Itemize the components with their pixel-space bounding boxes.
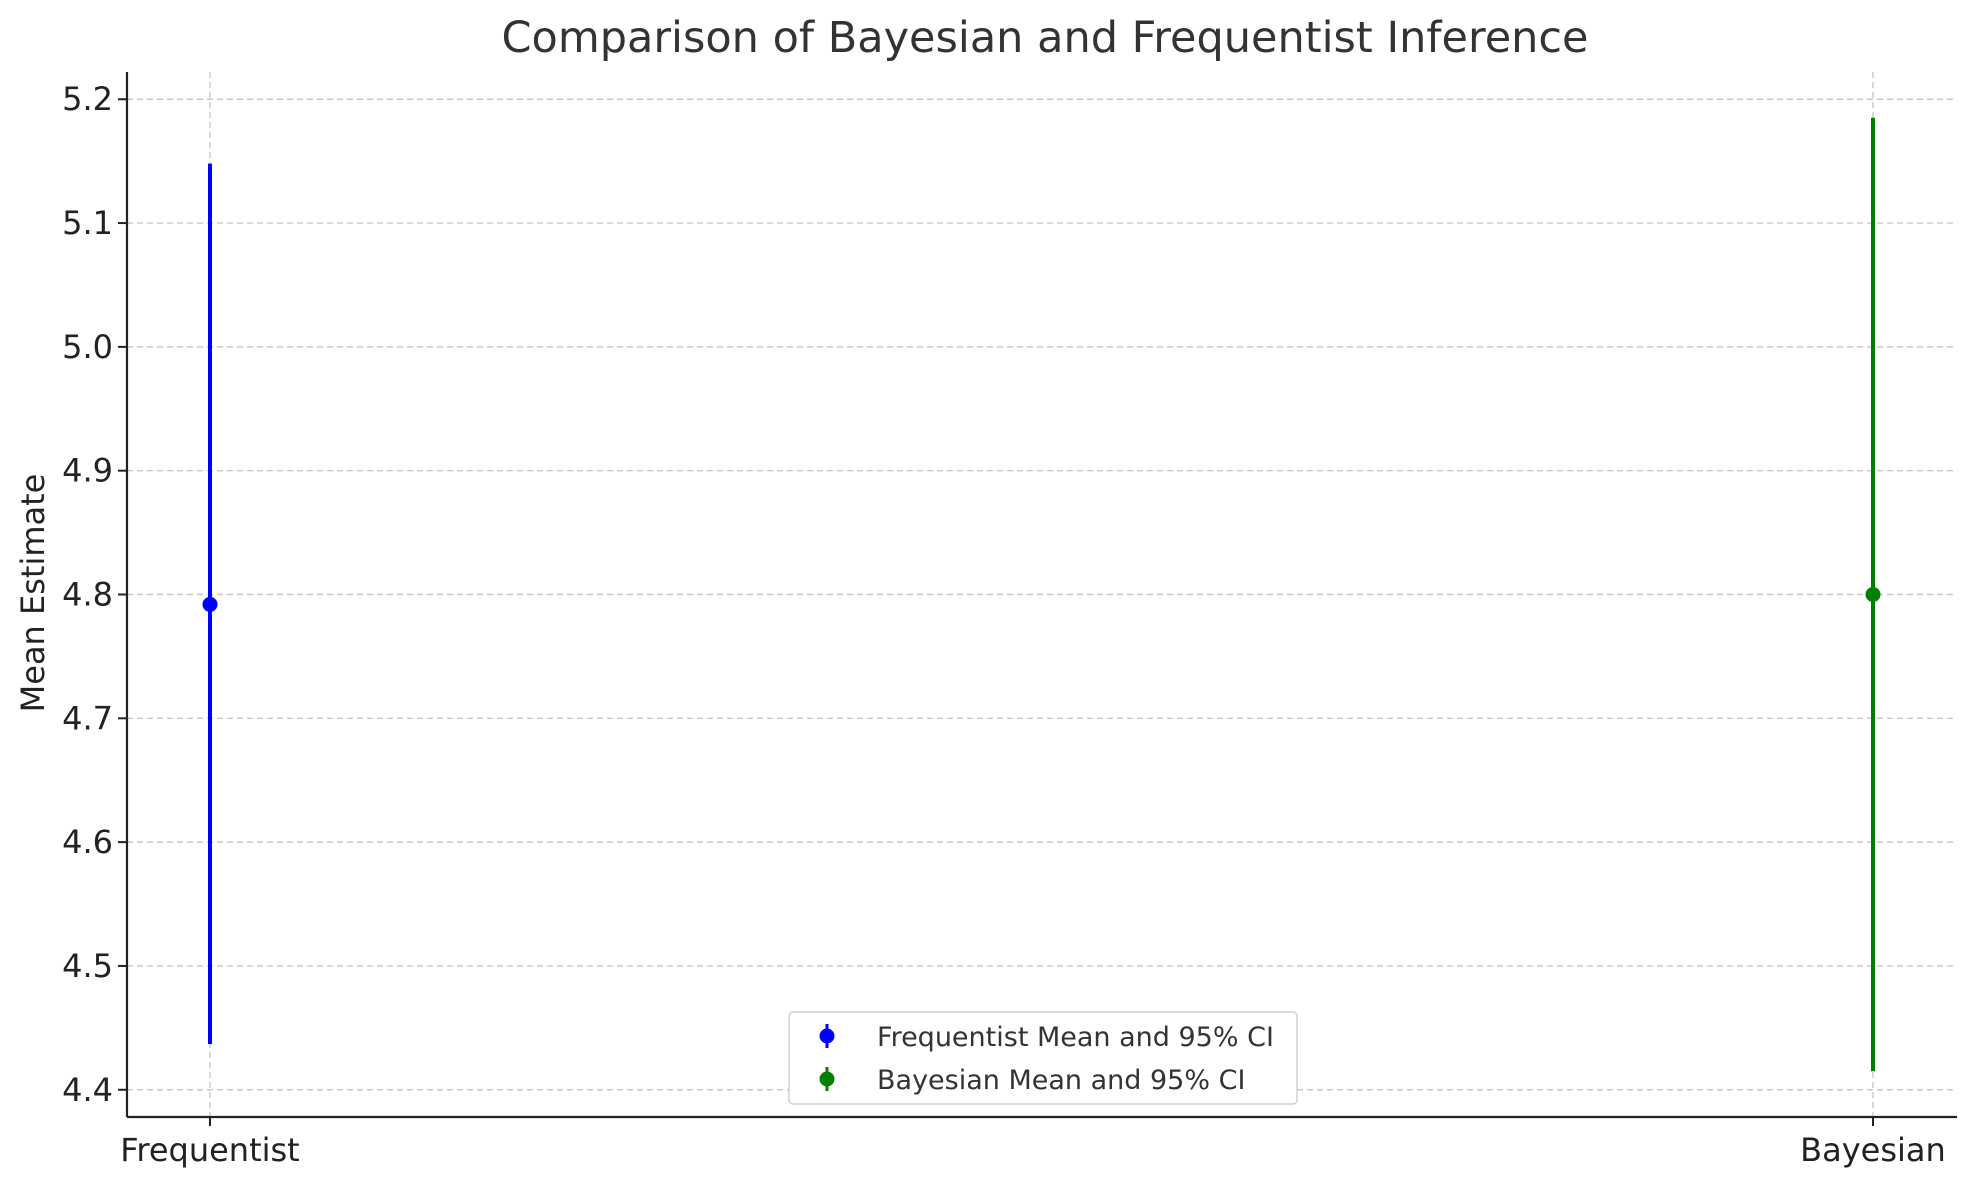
legend-box	[788, 1011, 1298, 1105]
data-series	[202, 117, 1881, 1072]
y-tick-label: 4.8	[62, 576, 113, 614]
legend-entry-label: Bayesian Mean and 95% CI	[877, 1065, 1245, 1096]
axes	[118, 72, 1957, 1126]
y-tick-label: 4.5	[62, 947, 113, 985]
x-tick-label: Bayesian	[1800, 1131, 1946, 1169]
y-tick-label: 4.7	[62, 699, 113, 737]
frequentist-mean-point	[202, 596, 218, 612]
x-tick-label: Frequentist	[120, 1131, 299, 1169]
tick-labels: 4.4 4.5 4.6 4.7 4.8 4.9 5.0 5.1 5.2 Frequentist Ba…	[62, 80, 1946, 1169]
y-tick-label: 5.2	[62, 80, 113, 118]
y-axis-label: Mean Estimate	[14, 474, 52, 713]
y-tick-label: 5.1	[62, 204, 113, 242]
legend: Frequentist Mean and 95% CI Bayesian Mean…	[788, 1011, 1298, 1105]
y-tick-label: 5.0	[62, 328, 113, 366]
y-tick-label: 4.4	[62, 1071, 113, 1109]
chart-title: Comparison of Bayesian and Frequentist I…	[501, 13, 1588, 63]
grid-lines	[127, 72, 1957, 1117]
legend-marker-point	[819, 1071, 835, 1087]
y-tick-label: 4.9	[62, 452, 113, 490]
bayesian-mean-point	[1865, 587, 1881, 602]
legend-marker-point	[819, 1028, 835, 1044]
legend-entry-label: Frequentist Mean and 95% CI	[877, 1022, 1274, 1053]
y-tick-label: 4.6	[62, 823, 113, 861]
